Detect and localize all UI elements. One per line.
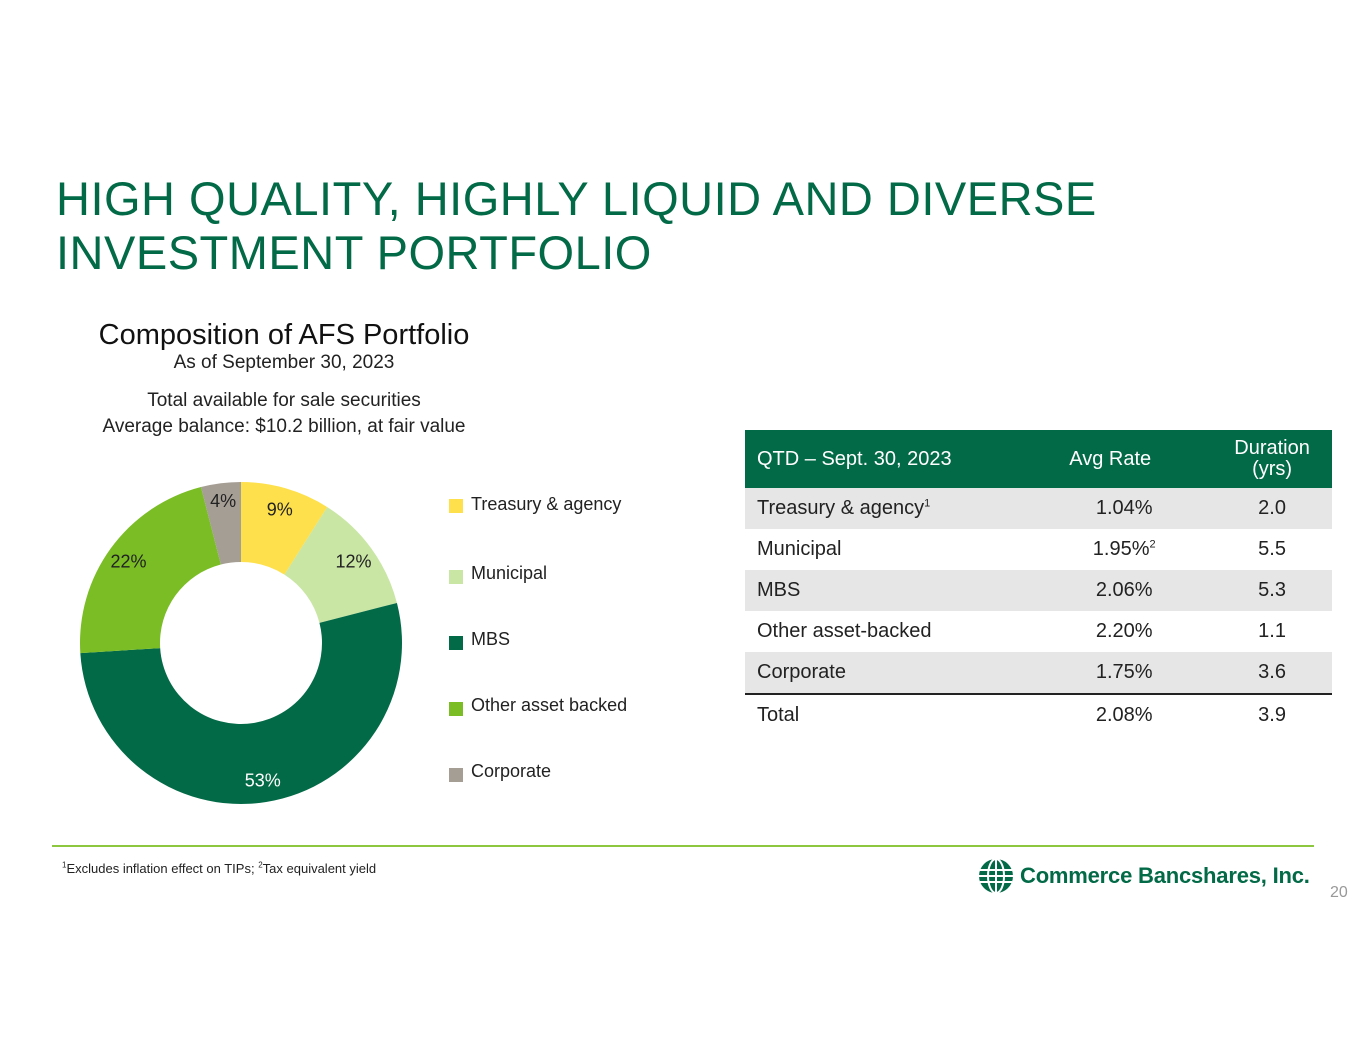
donut-chart: 9% 12% 53% 22% 4% <box>80 482 403 804</box>
row-rate: 1.75% <box>1095 661 1153 683</box>
table-row: Treasury & agency1 1.04% 2.0 <box>745 488 1332 529</box>
row-rate-footnote: 2 <box>1149 538 1156 551</box>
row-name-footnote: 1 <box>924 497 931 510</box>
legend-item: Corporate <box>449 716 709 782</box>
footnote-text2: Tax equivalent yield <box>262 861 377 876</box>
cell-rate: 2.20% <box>1008 611 1212 652</box>
chart-heading: Composition of AFS Portfolio As of Septe… <box>54 318 514 374</box>
globe-icon <box>979 858 1013 894</box>
legend-swatch <box>449 768 463 782</box>
legend-label: Corporate <box>471 761 552 781</box>
header-duration: Duration (yrs) <box>1212 430 1332 488</box>
footer-divider <box>52 845 1314 847</box>
row-rate: 2.06% <box>1095 579 1153 601</box>
cell-name: Treasury & agency1 <box>745 488 1009 529</box>
donut-slice <box>80 487 221 654</box>
cell-rate: 2.06% <box>1008 570 1213 611</box>
cell-duration: 3.9 <box>1212 693 1332 736</box>
page-number: 20 <box>1330 884 1348 901</box>
slide-title-line1: HIGH QUALITY, HIGHLY LIQUID AND DIVERSE <box>56 172 1097 225</box>
header-avg-rate: Avg Rate <box>1008 430 1213 488</box>
chart-description: Total available for sale securities Aver… <box>54 388 514 440</box>
donut-slice <box>200 482 241 565</box>
row-name: Total <box>757 704 800 726</box>
footnote-text1: Excludes inflation effect on TIPs; <box>66 861 259 876</box>
header-duration-line1: Duration <box>1234 437 1310 459</box>
legend-item: Treasury & agency <box>449 490 709 518</box>
legend-item: Municipal <box>449 518 709 584</box>
chart-legend: Treasury & agency Municipal MBS Other asset… <box>449 490 709 782</box>
table-row: Corporate 1.75% 3.6 <box>745 652 1332 694</box>
company-name: Commerce Bancshares, Inc. <box>1020 863 1310 888</box>
footnote-sup2: 2 <box>258 860 263 870</box>
cell-duration: 2.0 <box>1212 488 1332 529</box>
donut-slice <box>284 507 397 623</box>
cell-rate: 1.95%2 <box>1008 529 1212 570</box>
row-rate: 2.08% <box>1095 704 1153 726</box>
chart-description-line2: Average balance: $10.2 billion, at fair … <box>102 416 466 437</box>
donut-slice <box>241 482 328 575</box>
row-rate: 2.20% <box>1095 620 1153 642</box>
table-row: Municipal 1.95%2 5.5 <box>745 529 1332 570</box>
donut-data-label: 12% <box>335 551 371 571</box>
chart-title: Composition of AFS Portfolio <box>98 319 470 351</box>
footnote: 1Excludes inflation effect on TIPs; 2Tax… <box>62 861 376 876</box>
rates-table: QTD – Sept. 30, 2023 Avg Rate Duration (… <box>745 430 1332 736</box>
donut-data-label: 4% <box>210 491 236 511</box>
legend-item: MBS <box>449 584 709 650</box>
cell-rate: 2.08% <box>1008 693 1213 736</box>
row-name: Municipal <box>757 538 842 560</box>
table-row: Total 2.08% 3.9 <box>745 693 1332 736</box>
row-rate: 1.04% <box>1095 497 1153 519</box>
legend-item: Other asset backed <box>449 650 709 716</box>
donut-slice <box>80 602 403 804</box>
table-row: MBS 2.06% 5.3 <box>745 570 1332 611</box>
legend-label: Other asset backed <box>471 695 628 715</box>
cell-name: Total <box>745 693 1009 736</box>
header-duration-line2: (yrs) <box>1252 458 1293 480</box>
header-period: QTD – Sept. 30, 2023 <box>745 430 1009 488</box>
cell-name: Other asset-backed <box>745 611 1008 652</box>
cell-duration: 5.5 <box>1258 538 1286 560</box>
legend-label: Municipal <box>471 563 548 583</box>
cell-duration: 5.3 <box>1212 570 1332 611</box>
table-header-row: QTD – Sept. 30, 2023 Avg Rate Duration (… <box>745 430 1332 488</box>
legend-swatch <box>449 499 463 513</box>
cell-rate: 1.75% <box>1008 652 1213 694</box>
row-name: MBS <box>757 579 801 601</box>
legend-swatch <box>449 702 463 716</box>
donut-data-label: 22% <box>111 551 147 571</box>
cell-duration: 3.6 <box>1212 652 1332 694</box>
company-logo: Commerce Bancshares, Inc. <box>978 858 1310 894</box>
legend-swatch <box>449 636 463 650</box>
row-name: Other asset-backed <box>757 620 932 642</box>
row-name: Corporate <box>757 661 846 683</box>
chart-subtitle: As of September 30, 2023 <box>173 352 395 373</box>
row-rate: 1.95% <box>1092 538 1150 560</box>
cell-name: Corporate <box>745 652 1009 694</box>
footnote-sup1: 1 <box>62 860 67 870</box>
cell-name: MBS <box>745 570 1009 611</box>
row-name: Treasury & agency <box>757 497 925 519</box>
cell-name: Municipal <box>745 529 1008 570</box>
legend-swatch <box>449 570 463 584</box>
cell-duration: 1.1 <box>1258 620 1286 642</box>
legend-label: Treasury & agency <box>471 493 622 514</box>
cell-rate: 1.04% <box>1008 488 1213 529</box>
legend-label: MBS <box>471 629 511 649</box>
chart-description-line1: Total available for sale securities <box>147 390 421 411</box>
table-row: Other asset-backed 2.20% 1.1 <box>745 611 1332 652</box>
donut-data-label: 53% <box>245 770 281 790</box>
slide-title: HIGH QUALITY, HIGHLY LIQUID AND DIVERSE … <box>56 172 1256 280</box>
donut-data-label: 9% <box>267 500 293 520</box>
slide-title-line2: INVESTMENT PORTFOLIO <box>56 226 652 279</box>
